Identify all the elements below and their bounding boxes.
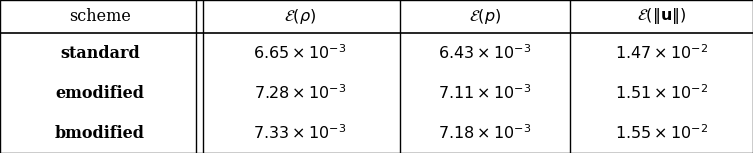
Text: $1.51 \times 10^{-2}$: $1.51 \times 10^{-2}$ [615, 84, 708, 102]
Text: $7.18 \times 10^{-3}$: $7.18 \times 10^{-3}$ [438, 124, 532, 142]
Text: $7.11 \times 10^{-3}$: $7.11 \times 10^{-3}$ [438, 84, 532, 102]
Text: $1.47 \times 10^{-2}$: $1.47 \times 10^{-2}$ [615, 44, 708, 62]
Text: $6.43 \times 10^{-3}$: $6.43 \times 10^{-3}$ [438, 44, 532, 62]
Text: bmodified: bmodified [55, 125, 145, 142]
Text: scheme: scheme [69, 8, 131, 25]
Text: $7.28 \times 10^{-3}$: $7.28 \times 10^{-3}$ [254, 84, 346, 102]
Text: $\mathcal{E}(\|\mathbf{u}\|)$: $\mathcal{E}(\|\mathbf{u}\|)$ [637, 6, 686, 26]
Text: $1.55 \times 10^{-2}$: $1.55 \times 10^{-2}$ [615, 124, 708, 142]
Text: emodified: emodified [56, 84, 145, 101]
Text: $\mathcal{E}(\rho)$: $\mathcal{E}(\rho)$ [284, 7, 316, 26]
Text: standard: standard [60, 45, 140, 62]
Text: $\mathcal{E}(p)$: $\mathcal{E}(p)$ [469, 7, 501, 26]
Text: $7.33 \times 10^{-3}$: $7.33 \times 10^{-3}$ [253, 124, 346, 142]
Text: $6.65 \times 10^{-3}$: $6.65 \times 10^{-3}$ [253, 44, 346, 62]
